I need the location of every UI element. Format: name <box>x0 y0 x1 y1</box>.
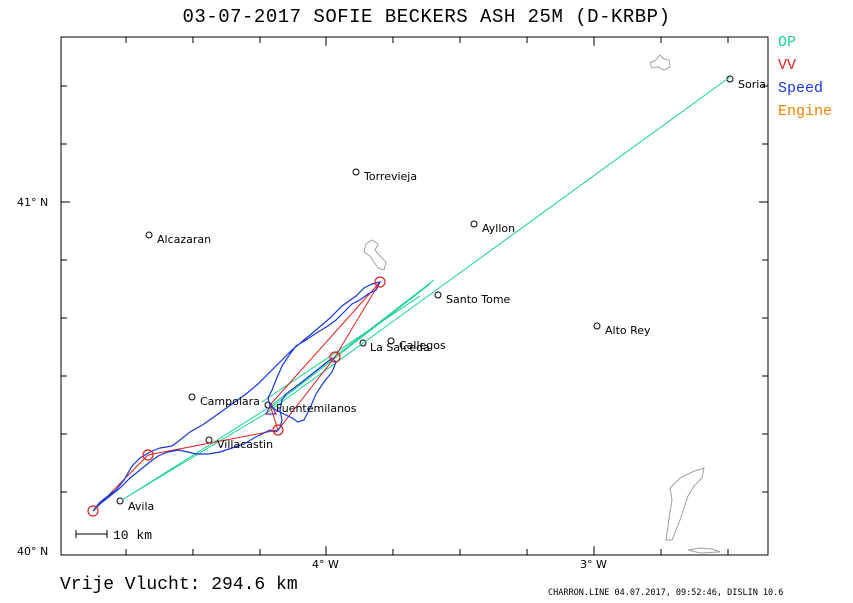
axis-ticks <box>61 37 768 555</box>
place-markers <box>116 75 734 505</box>
start-triangle-icon <box>265 402 277 415</box>
scale-bar-label: 10 km <box>113 528 152 543</box>
place-label-avila: Avila <box>128 500 154 513</box>
reservoir-bottom-right <box>665 467 705 541</box>
place-label-villacastin: Villacastin <box>217 438 273 451</box>
map-title: 03-07-2017 SOFIE BECKERS ASH 25M (D-KRBP… <box>182 6 671 28</box>
place-marker-avila <box>116 497 124 505</box>
speed-line <box>92 281 382 512</box>
place-label-campolara: Campolara <box>200 395 260 408</box>
y-label-40n: 40° N <box>17 545 48 558</box>
place-marker-la-salceda <box>359 339 367 347</box>
reservoir-outlines <box>363 54 721 554</box>
turnpoint-west <box>142 449 154 461</box>
vv-line-track <box>92 281 381 512</box>
speed-line-track <box>92 281 382 512</box>
footer-info: CHARRON.LINE 04.07.2017, 09:52:46, DISLI… <box>548 588 784 598</box>
free-flight-distance: Vrije Vlucht: 294.6 km <box>60 575 298 595</box>
place-label-ayllon: Ayllon <box>482 222 515 235</box>
place-marker-torrevieja <box>352 168 360 176</box>
turnpoint-avila <box>87 505 99 517</box>
x-label-4w: 4° W <box>312 558 339 571</box>
y-label-41n: 41° N <box>17 196 48 209</box>
turnpoint-northeast <box>374 276 386 288</box>
place-label-soria: Soria <box>738 78 766 91</box>
place-marker-alcazaran <box>145 231 153 239</box>
legend-engine: Engine <box>778 103 833 120</box>
reservoir-top-right <box>649 54 671 71</box>
place-marker-callegos <box>387 337 395 345</box>
place-marker-villacastin <box>205 436 213 444</box>
reservoir-center <box>363 239 387 271</box>
x-label-3w: 3° W <box>580 558 607 571</box>
turnpoints <box>87 276 386 517</box>
place-marker-santo-tome <box>434 291 442 299</box>
op-line <box>121 76 731 501</box>
turnpoint-east <box>329 351 341 363</box>
place-marker-ayllon <box>470 220 478 228</box>
place-label-torrevieja: Torrevieja <box>363 170 417 183</box>
legend-op: OP <box>778 34 797 51</box>
legend-speed: Speed <box>778 80 824 97</box>
place-label-alto-rey: Alto Rey <box>605 324 651 337</box>
place-label-alcazaran: Alcazaran <box>157 233 211 246</box>
scale-bar: 10 km <box>75 528 152 543</box>
op-line-main <box>129 76 731 496</box>
place-marker-alto-rey <box>593 322 601 330</box>
place-label-callegos: Callegos <box>399 339 446 352</box>
op-line-leg <box>267 283 431 411</box>
place-marker-campolara <box>188 393 196 401</box>
start-marker <box>265 402 277 415</box>
vv-line <box>92 281 381 512</box>
op-line-outbound <box>121 279 435 501</box>
place-label-santo-tome: Santo Tome <box>446 293 511 306</box>
turnpoint-south <box>272 424 284 436</box>
place-label-fuentemilanos: Fuentemilanos <box>276 402 357 415</box>
legend-vv: VV <box>778 57 797 74</box>
reservoir-bottom-edge <box>687 547 721 554</box>
place-label-la-salceda: La Salceda <box>370 341 430 354</box>
map-frame <box>60 36 769 556</box>
